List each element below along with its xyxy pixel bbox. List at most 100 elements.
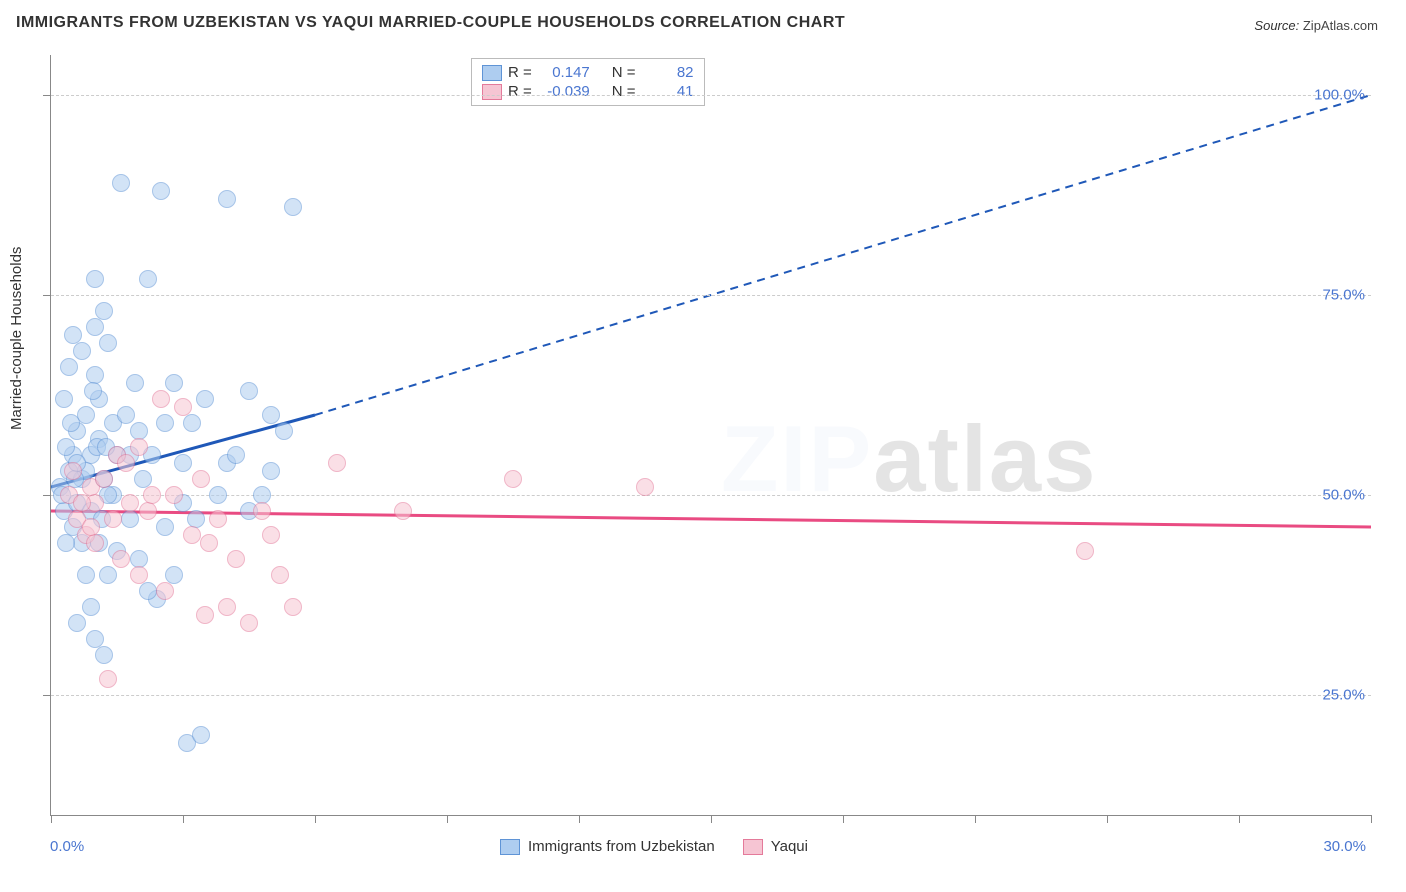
scatter-point bbox=[99, 334, 117, 352]
scatter-point bbox=[112, 550, 130, 568]
y-tick-label: 50.0% bbox=[1322, 487, 1365, 504]
scatter-point bbox=[130, 438, 148, 456]
source-attribution: Source: ZipAtlas.com bbox=[1254, 18, 1378, 33]
scatter-point bbox=[82, 518, 100, 536]
gridline-h bbox=[51, 695, 1371, 696]
scatter-point bbox=[165, 486, 183, 504]
x-tick bbox=[843, 815, 844, 823]
swatch-series2-bottom bbox=[743, 839, 763, 855]
source-label: Source: bbox=[1254, 18, 1299, 33]
scatter-point bbox=[196, 390, 214, 408]
scatter-point bbox=[60, 358, 78, 376]
y-axis-label: Married-couple Households bbox=[8, 247, 25, 430]
scatter-point bbox=[152, 390, 170, 408]
y-tick-label: 100.0% bbox=[1314, 87, 1365, 104]
y-tick bbox=[43, 95, 51, 96]
scatter-point bbox=[240, 382, 258, 400]
scatter-point bbox=[156, 582, 174, 600]
x-tick bbox=[183, 815, 184, 823]
r-label: R = bbox=[508, 64, 532, 81]
x-tick bbox=[315, 815, 316, 823]
scatter-point bbox=[117, 406, 135, 424]
legend-row-series1: R = 0.147 N = 82 bbox=[482, 63, 694, 82]
scatter-point bbox=[77, 566, 95, 584]
scatter-point bbox=[174, 398, 192, 416]
scatter-point bbox=[130, 566, 148, 584]
x-tick bbox=[447, 815, 448, 823]
scatter-point bbox=[86, 534, 104, 552]
legend-label-series1: Immigrants from Uzbekistan bbox=[528, 838, 715, 855]
x-tick bbox=[1107, 815, 1108, 823]
n-value-series2: 41 bbox=[642, 83, 694, 100]
scatter-point bbox=[253, 502, 271, 520]
scatter-point bbox=[227, 550, 245, 568]
scatter-point bbox=[73, 494, 91, 512]
scatter-point bbox=[95, 470, 113, 488]
x-tick bbox=[1371, 815, 1372, 823]
gridline-h bbox=[51, 295, 1371, 296]
legend-row-series2: R = -0.039 N = 41 bbox=[482, 82, 694, 101]
scatter-point bbox=[275, 422, 293, 440]
scatter-point bbox=[209, 510, 227, 528]
scatter-point bbox=[117, 454, 135, 472]
scatter-point bbox=[57, 438, 75, 456]
scatter-point bbox=[152, 182, 170, 200]
scatter-point bbox=[64, 462, 82, 480]
watermark: ZIPatlas bbox=[721, 405, 1098, 513]
scatter-point bbox=[82, 598, 100, 616]
legend-item-series2: Yaqui bbox=[743, 838, 808, 855]
scatter-point bbox=[156, 414, 174, 432]
scatter-point bbox=[218, 190, 236, 208]
scatter-point bbox=[227, 446, 245, 464]
scatter-point bbox=[174, 454, 192, 472]
source-value: ZipAtlas.com bbox=[1303, 18, 1378, 33]
scatter-point bbox=[77, 406, 95, 424]
scatter-point bbox=[1076, 542, 1094, 560]
y-tick-label: 25.0% bbox=[1322, 687, 1365, 704]
gridline-h bbox=[51, 495, 1371, 496]
chart-title: IMMIGRANTS FROM UZBEKISTAN VS YAQUI MARR… bbox=[16, 14, 845, 32]
scatter-point bbox=[284, 198, 302, 216]
scatter-point bbox=[504, 470, 522, 488]
scatter-point bbox=[394, 502, 412, 520]
scatter-point bbox=[99, 566, 117, 584]
trend-lines bbox=[51, 55, 1371, 815]
scatter-plot: R = 0.147 N = 82 R = -0.039 N = 41 ZIPat… bbox=[50, 55, 1371, 816]
scatter-point bbox=[99, 670, 117, 688]
r-value-series2: -0.039 bbox=[538, 83, 590, 100]
y-tick bbox=[43, 295, 51, 296]
scatter-point bbox=[143, 486, 161, 504]
scatter-point bbox=[156, 518, 174, 536]
n-label: N = bbox=[612, 64, 636, 81]
correlation-legend: R = 0.147 N = 82 R = -0.039 N = 41 bbox=[471, 58, 705, 106]
swatch-series1 bbox=[482, 65, 502, 81]
swatch-series2 bbox=[482, 84, 502, 100]
scatter-point bbox=[121, 494, 139, 512]
legend-label-series2: Yaqui bbox=[771, 838, 808, 855]
y-tick bbox=[43, 495, 51, 496]
scatter-point bbox=[84, 382, 102, 400]
scatter-point bbox=[86, 270, 104, 288]
scatter-point bbox=[95, 646, 113, 664]
scatter-point bbox=[192, 470, 210, 488]
x-tick bbox=[711, 815, 712, 823]
scatter-point bbox=[262, 406, 280, 424]
scatter-point bbox=[200, 534, 218, 552]
r-value-series1: 0.147 bbox=[538, 64, 590, 81]
scatter-point bbox=[262, 526, 280, 544]
scatter-point bbox=[126, 374, 144, 392]
scatter-point bbox=[192, 726, 210, 744]
scatter-point bbox=[183, 414, 201, 432]
scatter-point bbox=[165, 566, 183, 584]
scatter-point bbox=[196, 606, 214, 624]
scatter-point bbox=[209, 486, 227, 504]
x-axis-min-label: 0.0% bbox=[50, 838, 84, 855]
x-tick bbox=[975, 815, 976, 823]
scatter-point bbox=[95, 302, 113, 320]
scatter-point bbox=[112, 174, 130, 192]
scatter-point bbox=[165, 374, 183, 392]
n-label: N = bbox=[612, 83, 636, 100]
scatter-point bbox=[218, 598, 236, 616]
series-legend: Immigrants from Uzbekistan Yaqui bbox=[500, 838, 808, 855]
scatter-point bbox=[104, 510, 122, 528]
